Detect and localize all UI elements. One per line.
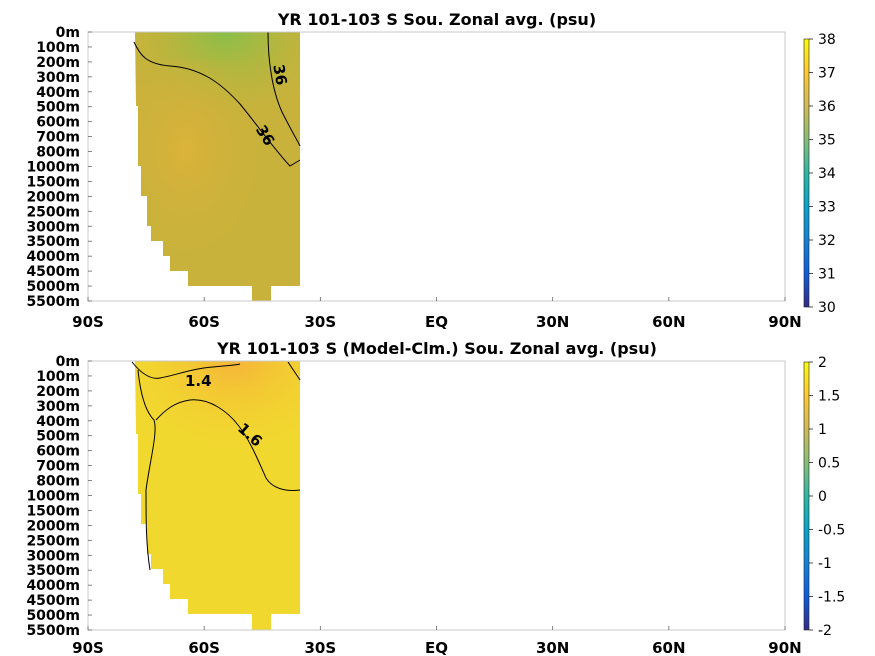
colorbar-tick-label: 35 [818, 133, 836, 149]
y-tick-label: 800m [36, 474, 80, 490]
panel2-field: 1.4 1.6 [131, 361, 301, 630]
panel2-title: YR 101-103 S (Model-Clm.) Sou. Zonal avg… [216, 339, 657, 358]
x-tick-label: EQ [425, 639, 448, 656]
y-tick-label: 1000m [26, 489, 80, 505]
colorbar-tick-label: 31 [818, 267, 836, 283]
x-tick-label: 90N [768, 639, 801, 656]
colorbar-tick-label: 0 [818, 489, 827, 505]
y-tick-label: 200m [36, 384, 80, 400]
y-tick-label: 2000m [26, 189, 80, 205]
y-tick-label: 3000m [26, 219, 80, 235]
y-tick-label: 3500m [26, 234, 80, 250]
panel1-salty-core [135, 60, 270, 260]
y-tick-label: 700m [36, 130, 80, 146]
x-tick-label: EQ [425, 313, 448, 331]
y-tick-label: 100m [36, 369, 80, 385]
panel2-colorbar-ticks: 2 1.5 1 0.5 0 -0.5 -1 -1.5 -2 [809, 355, 845, 639]
y-tick-label: 600m [36, 444, 80, 460]
x-tick-label: 30S [304, 639, 336, 656]
colorbar-tick-label: 1.5 [818, 389, 840, 405]
y-tick-label: 300m [36, 399, 80, 415]
y-tick-label: 2500m [26, 533, 80, 549]
panel1-y-ticks: 0m100m200m300m400m500m600m700m800m1000m1… [26, 25, 92, 310]
y-tick-label: 3000m [26, 548, 80, 564]
y-tick-label: 1500m [26, 174, 80, 190]
panel2-colorbar [803, 361, 810, 631]
panel1-colorbar-ticks: 30 31 32 33 34 35 36 37 38 [809, 32, 836, 316]
y-tick-label: 4500m [26, 593, 80, 609]
panel1-x-ticks: 90S 60S 30S EQ 30N 60N 90N [72, 297, 802, 331]
colorbar-tick-label: 38 [818, 32, 836, 48]
y-tick-label: 5000m [26, 279, 80, 295]
panel2-y-ticks: 0m100m200m300m400m500m600m700m800m1000m1… [26, 354, 92, 639]
x-tick-label: 90N [768, 313, 801, 331]
y-tick-label: 300m [36, 70, 80, 86]
colorbar-tick-label: 0.5 [818, 456, 840, 472]
panel1-colorbar [803, 38, 810, 308]
colorbar-tick-label: -1.5 [818, 590, 845, 606]
colorbar-tick-label: 1 [818, 422, 827, 438]
colorbar-tick-label: 32 [818, 233, 836, 249]
y-tick-label: 100m [36, 40, 80, 56]
colorbar-tick-label: 34 [818, 166, 836, 182]
y-tick-label: 800m [36, 145, 80, 161]
y-tick-label: 4500m [26, 264, 80, 280]
y-tick-label: 1500m [26, 503, 80, 519]
panel1-field: 36 36 [133, 31, 301, 301]
x-tick-label: 90S [72, 639, 104, 656]
colorbar-tick-label: -2 [818, 623, 832, 639]
colorbar-tick-label: 37 [818, 66, 836, 82]
x-tick-label: 60N [652, 639, 685, 656]
y-tick-label: 5500m [26, 294, 80, 310]
x-tick-label: 30S [304, 313, 336, 331]
y-tick-label: 3500m [26, 563, 80, 579]
colorbar-tick-label: 33 [818, 200, 836, 216]
y-tick-label: 400m [36, 414, 80, 430]
colorbar-tick-label: 30 [818, 300, 836, 316]
y-tick-label: 4000m [26, 578, 80, 594]
colorbar-tick-label: 2 [818, 355, 827, 371]
colorbar-tick-label: 36 [818, 99, 836, 115]
y-tick-label: 5000m [26, 608, 80, 624]
y-tick-label: 500m [36, 100, 80, 116]
panel2-x-ticks: 90S 60S 30S EQ 30N 60N 90N [72, 626, 802, 656]
x-tick-label: 30N [536, 639, 569, 656]
y-tick-label: 2000m [26, 518, 80, 534]
y-tick-label: 200m [36, 55, 80, 71]
panel2-contour-1-4 [131, 361, 301, 381]
panel2-upper-region [135, 361, 300, 498]
y-tick-label: 600m [36, 115, 80, 131]
x-tick-label: 90S [72, 313, 104, 331]
y-tick-label: 2500m [26, 204, 80, 220]
y-tick-label: 5500m [26, 623, 80, 639]
y-tick-label: 400m [36, 85, 80, 101]
y-tick-label: 500m [36, 429, 80, 445]
y-tick-label: 4000m [26, 249, 80, 265]
y-tick-label: 700m [36, 459, 80, 475]
panel2-contour-label: 1.4 [185, 372, 212, 390]
y-tick-label: 1000m [26, 160, 80, 176]
panel2-contour-1-6 [137, 369, 301, 571]
panel1-contour-label: 36 [269, 63, 290, 87]
x-tick-label: 60S [188, 639, 220, 656]
x-tick-label: 60N [652, 313, 685, 331]
panel1-title: YR 101-103 S Sou. Zonal avg. (psu) [277, 10, 596, 29]
y-tick-label: 0m [56, 354, 80, 370]
colorbar-tick-label: -1 [818, 556, 832, 572]
x-tick-label: 30N [536, 313, 569, 331]
x-tick-label: 60S [188, 313, 220, 331]
colorbar-tick-label: -0.5 [818, 523, 845, 539]
y-tick-label: 0m [56, 25, 80, 41]
panel1-contour-36 [133, 31, 301, 167]
